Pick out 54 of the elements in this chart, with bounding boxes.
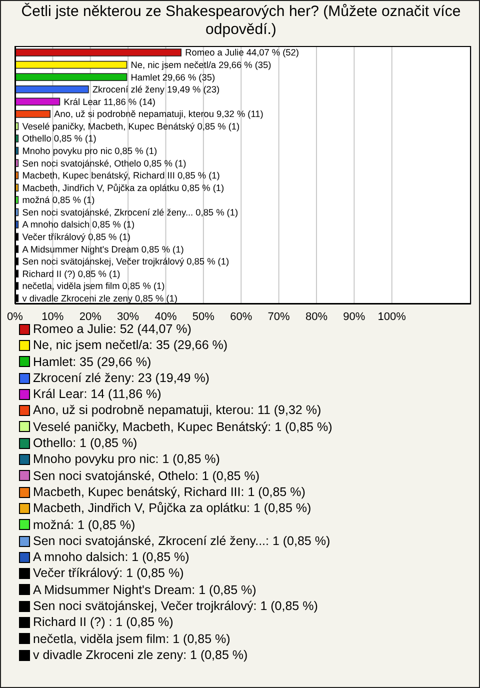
- x-tick-label: 20%: [79, 310, 102, 323]
- data-label: Večer tříkrálový 0,85 % (1): [22, 232, 130, 242]
- data-label: nečetla, viděla jsem film 0,85 % (1): [22, 281, 165, 292]
- data-label: A Midsummer Night's Dream 0,85 % (1): [22, 244, 184, 254]
- legend-label: Othello: 1 (0,85 %): [33, 435, 138, 452]
- legend-label: Zkrocení zlé ženy: 23 (19,49 %): [33, 370, 210, 386]
- x-tick-label: 90%: [343, 310, 366, 323]
- legend-label: Sen noci svatojánské, Zkrocení zlé ženy...: 1 (0,85 %): [33, 532, 330, 550]
- legend-label: Ano, už si podrobně nepamatuji, kterou: 11 (9,32 %): [33, 402, 322, 419]
- data-label: v divadle Zkroceni zle zeny 0,85 % (1): [22, 293, 178, 304]
- data-label: Mnoho povyku pro nic 0,85 % (1): [22, 146, 158, 156]
- data-label: Ne, nic jsem nečetl/a 29,66 % (35): [130, 60, 272, 70]
- data-label: Král Lear 11,86 % (14): [64, 96, 156, 107]
- legend-label: Sen noci svätojánskej, Večer trojkrálový: 1 (0,85 %): [33, 598, 318, 614]
- legend-label: nečetla, viděla jsem film: 1 (0,85 %): [33, 630, 230, 647]
- x-tick-label: 100%: [378, 310, 406, 323]
- data-label: možná 0,85 % (1): [22, 195, 95, 206]
- legend-label: Romeo a Julie: 52 (44,07 %): [33, 321, 192, 338]
- legend-label: možná: 1 (0,85 %): [33, 516, 136, 533]
- x-tick-label: 10%: [42, 310, 64, 323]
- data-label: Ano, už si podrobně nepamatuji, kterou 9,32 % (11): [54, 109, 264, 120]
- data-label: Macbeth, Kupec benátský, Richard III 0,85 % (1): [22, 170, 220, 181]
- legend-label: Večer tříkrálový: 1 (0,85 %): [33, 565, 184, 582]
- data-label: Macbeth, Jindřich V, Půjčka za oplátku 0,85 % (1): [22, 182, 224, 193]
- data-label: Sen noci svatojánské, Zkrocení zlé ženy... 0,85 % (1): [22, 207, 238, 218]
- x-tick-label: 30%: [117, 310, 140, 323]
- data-label: A mnoho dalsich 0,85 % (1): [22, 220, 135, 230]
- legend-label: Richard II (?) : 1 (0,85 %): [33, 614, 174, 631]
- data-label: Zkrocení zlé ženy 19,49 % (23): [92, 84, 220, 95]
- x-tick-label: 0%: [7, 310, 24, 323]
- x-tick-label: 60%: [230, 310, 252, 323]
- data-label: Sen noci svätojánskej, Večer trojkrálový 0,85 % (1): [22, 256, 230, 267]
- legend-label: Král Lear: 14 (11,86 %): [33, 386, 162, 402]
- data-label: Sen noci svatojánské, Othelo 0,85 % (1): [22, 158, 186, 168]
- x-tick-label: 70%: [268, 310, 290, 323]
- legend-label: Hamlet: 35 (29,66 %): [33, 354, 152, 370]
- legend-label: Macbeth, Kupec benátský, Richard III: 1 (0,85 %): [33, 484, 306, 500]
- data-label: Othello 0,85 % (1): [22, 134, 96, 144]
- legend-label: Sen noci svatojánské, Othelo: 1 (0,85 %): [33, 468, 260, 484]
- x-tick-label: 50%: [192, 310, 215, 323]
- legend-label: v divadle Zkroceni zle zeny: 1 (0,85 %): [33, 646, 248, 664]
- x-tick-label: 40%: [154, 310, 177, 323]
- data-label: Hamlet 29,66 % (35): [130, 72, 216, 82]
- x-tick-label: 80%: [305, 310, 328, 323]
- legend-label: Macbeth, Jindřich V, Půjčka za oplátku: 1 (0,85 %): [33, 500, 312, 517]
- legend-label: A mnoho dalsich: 1 (0,85 %): [33, 549, 190, 566]
- legend-label: A Midsummer Night's Dream: 1 (0,85 %): [33, 582, 256, 598]
- legend-label: Ne, nic jsem nečetl/a: 35 (29,66 %): [33, 337, 228, 354]
- data-label: Romeo a Julie 44,07 % (52): [185, 48, 299, 58]
- legend-label: Veselé paničky, Macbeth, Kupec Benátský: 1 (0,85 %): [33, 418, 332, 436]
- data-label: Richard II (?) 0,85 % (1): [22, 268, 120, 279]
- legend-label: Mnoho povyku pro nic: 1 (0,85 %): [33, 451, 220, 468]
- chart-title: Četli jste některou ze Shakespearových her? (Můžete označit více odpovědí.): [20, 3, 462, 39]
- data-label: Veselé paničky, Macbeth, Kupec Benátský 0,85 % (1): [22, 121, 240, 132]
